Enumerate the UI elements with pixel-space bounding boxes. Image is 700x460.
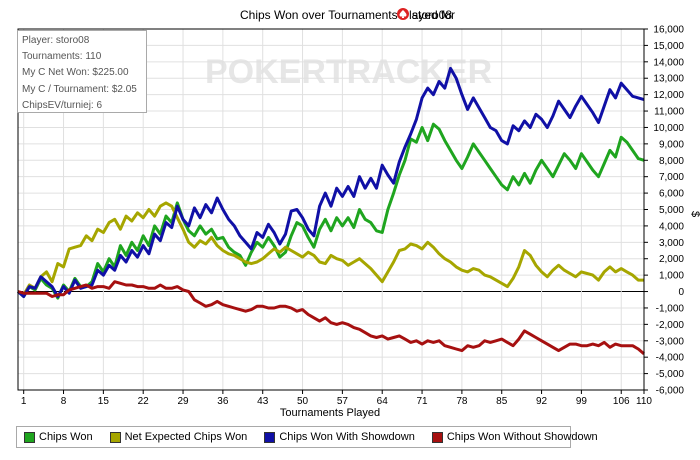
chart-legend: Chips Won Net Expected Chips Won Chips W… (16, 426, 598, 448)
legend-swatch-chips-won (24, 431, 35, 443)
x-tick-label: 99 (576, 396, 588, 407)
legend-item-chips-won: Chips Won (24, 431, 93, 443)
x-tick-label: 71 (416, 396, 428, 407)
info-per-tournament: My C / Tournament: $2.05 (22, 83, 137, 95)
y-tick-label: 14,000 (653, 57, 684, 68)
y-tick-label: -4,000 (656, 353, 685, 364)
x-tick-label: 36 (217, 396, 229, 407)
legend-label-net-expected: Net Expected Chips Won (124, 431, 248, 443)
y-tick-label: -5,000 (656, 369, 685, 380)
info-chipsev: ChipsEV/turniej: 6 (22, 99, 103, 111)
legend-label-without-showdown: Chips Won Without Showdown (446, 431, 598, 443)
y-tick-label: 9,000 (659, 139, 684, 150)
y-tick-label: 15,000 (653, 41, 684, 52)
info-tournaments: Tournaments: 110 (22, 51, 102, 63)
legend-swatch-with-showdown (264, 431, 276, 443)
x-tick-label: 22 (138, 396, 150, 407)
player-info-box: Player: storo08 Tournaments: 110 My C Ne… (17, 30, 147, 113)
player-name: storo08 (412, 8, 452, 22)
info-net-won: My C Net Won: $225.00 (22, 67, 129, 79)
y-tick-label: 7,000 (659, 172, 684, 183)
y-tick-label: 2,000 (659, 254, 684, 265)
y-tick-label: 11,000 (654, 107, 684, 118)
x-tick-label: 57 (337, 396, 349, 407)
x-tick-label: 50 (297, 396, 309, 407)
x-tick-label: 29 (177, 396, 189, 407)
y-tick-label: -1,000 (656, 303, 685, 314)
y-tick-label: 3,000 (659, 238, 684, 249)
y-tick-label: 5,000 (659, 205, 684, 216)
x-tick-label: 15 (98, 396, 110, 407)
legend-label-chips-won: Chips Won (39, 431, 93, 443)
y-tick-label: 0 (678, 287, 684, 298)
y-tick-label: 12,000 (653, 90, 684, 101)
x-tick-label: 92 (536, 396, 548, 407)
x-tick-label: 110 (636, 396, 652, 407)
series-line-net-expected-chips-won (17, 201, 644, 297)
y-tick-label: -6,000 (656, 386, 685, 397)
legend-swatch-without-showdown (431, 431, 443, 443)
y-tick-label: 1,000 (659, 271, 684, 282)
x-tick-label: 8 (61, 396, 67, 407)
x-tick-label: 43 (257, 396, 269, 407)
series-lines (17, 66, 645, 356)
x-tick-label: 78 (456, 396, 468, 407)
legend-item-without-showdown: Chips Won Without Showdown (431, 431, 598, 443)
x-tick-label: 106 (613, 396, 630, 407)
legend-item-net-expected: Net Expected Chips Won (109, 431, 248, 443)
series-line-chips-won-without-showdown (17, 280, 645, 356)
series-line-chips-won-with-showdown (17, 66, 645, 298)
x-tick-label: 1 (21, 396, 27, 407)
y-tick-label: -3,000 (656, 336, 685, 347)
legend-swatch-net-expected (109, 431, 121, 443)
x-tick-label: 85 (496, 396, 508, 407)
legend-label-with-showdown: Chips Won With Showdown (279, 431, 415, 443)
x-tick-label: 64 (377, 396, 389, 407)
y-tick-label: 10,000 (653, 123, 684, 134)
spade-logo-icon (397, 8, 409, 20)
y-tick-label: 6,000 (659, 189, 684, 200)
y-tick-label: 4,000 (659, 221, 684, 232)
legend-item-with-showdown: Chips Won With Showdown (264, 431, 415, 443)
y-tick-label: -2,000 (656, 320, 685, 331)
y-tick-label: 13,000 (653, 74, 684, 85)
x-axis: 1 8 15 22 29 36 43 50 57 64 71 78 85 92 99 106 110 (21, 390, 652, 407)
series-line-chips-won (17, 122, 645, 300)
y-axis-label: $ (689, 211, 700, 217)
info-player: Player: storo08 (22, 35, 90, 46)
y-axis: -6,000 -5,000 -4,000 -3,000 -2,000 -1,000 0 1,0… (644, 25, 684, 397)
y-tick-label: 8,000 (659, 156, 684, 167)
x-axis-label: Tournaments Played (280, 407, 380, 419)
y-tick-label: 16,000 (653, 25, 684, 36)
